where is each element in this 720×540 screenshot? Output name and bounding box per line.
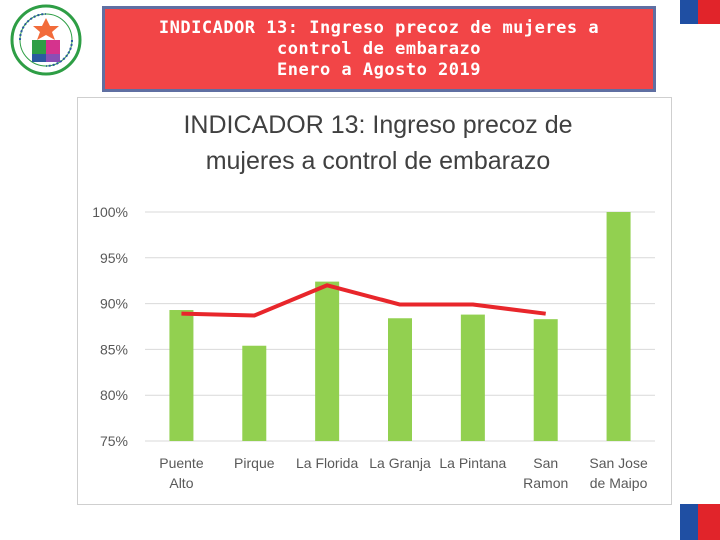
bar <box>460 314 485 441</box>
reference-line <box>181 283 546 318</box>
header-line-1: INDICADOR 13: Ingreso precoz de mujeres … <box>158 17 600 38</box>
x-category-label: Ramon <box>523 475 568 491</box>
x-category-label: San Jose <box>589 455 648 471</box>
flag-stripe-bottom <box>680 504 720 540</box>
header-banner: INDICADOR 13: Ingreso precoz de mujeres … <box>102 6 656 92</box>
x-category-label: La Florida <box>296 455 358 471</box>
x-category-label: San <box>533 455 558 471</box>
x-category-label: de Maipo <box>590 475 648 491</box>
x-category-label: Puente <box>159 455 204 471</box>
y-tick-label: 85% <box>100 341 128 357</box>
x-category-label: La Pintana <box>439 455 506 471</box>
bar <box>169 310 194 441</box>
chart-panel: INDICADOR 13: Ingreso precoz de mujeres … <box>77 97 672 505</box>
flag-stripe-top <box>680 0 720 24</box>
chart-title-line-2: mujeres a control de embarazo <box>206 147 551 175</box>
bar-chart: INDICADOR 13: Ingreso precoz de mujeres … <box>92 111 655 491</box>
header-line-3: Enero a Agosto 2019 <box>277 59 481 80</box>
bar <box>606 212 631 441</box>
bar <box>533 319 558 441</box>
header-line-2: control de embarazo <box>277 38 481 59</box>
y-tick-label: 100% <box>92 204 128 220</box>
chart-title-line-1: INDICADOR 13: Ingreso precoz de <box>183 111 572 139</box>
bar <box>315 281 340 441</box>
bar <box>242 345 267 441</box>
bar <box>388 318 412 441</box>
x-category-label: Alto <box>169 475 193 491</box>
y-tick-label: 80% <box>100 387 128 403</box>
y-tick-label: 90% <box>100 296 128 312</box>
x-category-label: Pirque <box>234 455 275 471</box>
logo-seal <box>10 4 82 76</box>
x-category-label: La Granja <box>369 455 431 471</box>
y-tick-label: 95% <box>100 250 128 266</box>
y-tick-label: 75% <box>100 433 128 449</box>
